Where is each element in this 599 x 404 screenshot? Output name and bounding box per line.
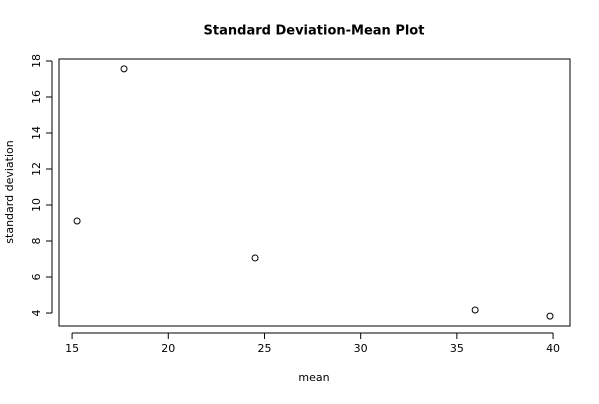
x-axis-label: mean bbox=[298, 371, 329, 384]
point bbox=[251, 254, 259, 262]
x-tick-label: 30 bbox=[354, 342, 368, 355]
x-tick-label: 35 bbox=[450, 342, 464, 355]
chart-title: Standard Deviation-Mean Plot bbox=[204, 24, 425, 39]
point bbox=[120, 65, 128, 73]
y-tick-label: 18 bbox=[30, 54, 43, 68]
x-tick-label: 40 bbox=[546, 342, 560, 355]
y-tick-label: 4 bbox=[30, 310, 43, 317]
plot-box bbox=[58, 58, 571, 327]
x-tick-label: 15 bbox=[65, 342, 79, 355]
y-tick-label: 12 bbox=[30, 162, 43, 176]
point bbox=[73, 217, 81, 225]
x-tick-label: 20 bbox=[161, 342, 175, 355]
y-tick-label: 16 bbox=[30, 90, 43, 104]
point bbox=[546, 312, 554, 320]
point bbox=[471, 306, 479, 314]
y-tick-label: 6 bbox=[30, 274, 43, 281]
x-tick-label: 25 bbox=[257, 342, 271, 355]
y-tick-label: 14 bbox=[30, 126, 43, 140]
y-tick-label: 10 bbox=[30, 198, 43, 212]
y-axis-label: standard deviation bbox=[3, 140, 16, 243]
y-tick-label: 8 bbox=[30, 238, 43, 245]
